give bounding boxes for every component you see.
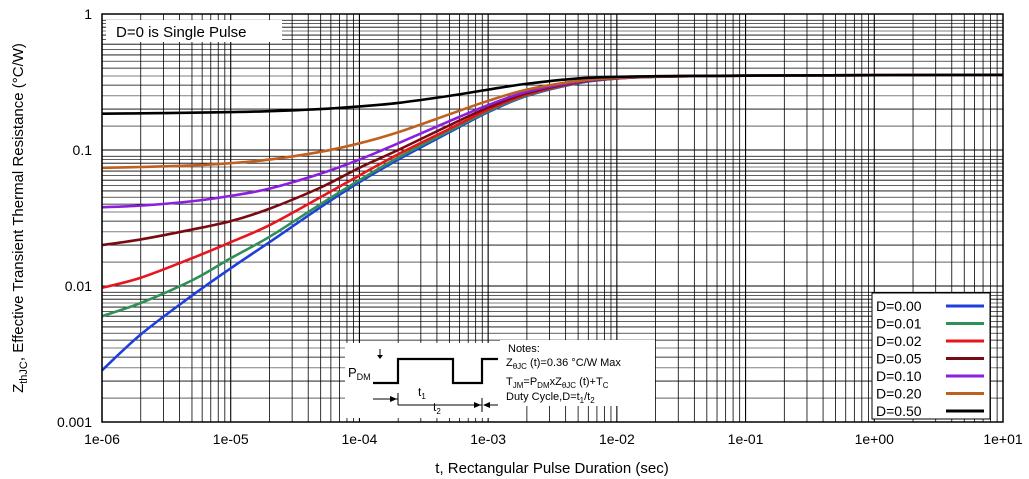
notes-tjm-a: T	[506, 376, 513, 388]
x-tick-labels: 1e-06 1e-05 1e-04 1e-03 1e-02 1e-01 1e+00 1e+01	[84, 431, 1023, 447]
plot-frame	[101, 13, 1004, 423]
notes-z-sub: θJC	[513, 362, 527, 371]
t2-arrow-head-right	[474, 402, 481, 408]
notes-bg	[500, 340, 655, 406]
series-line	[101, 73, 1004, 115]
legend-box	[871, 292, 991, 420]
y-axis-title-rest: , Effective Transient Thermal Resistance…	[10, 43, 27, 361]
pdm-arrow-head-down	[377, 355, 383, 359]
legend-label: D=0.10	[876, 368, 922, 384]
t1-arrow-head	[390, 396, 397, 402]
notes-tjm-b-sub: DM	[537, 381, 550, 390]
notes-z: Z	[506, 357, 513, 369]
pulse-waveform	[373, 357, 498, 385]
annotation-box	[106, 20, 282, 42]
t1-label: t1	[418, 385, 426, 401]
series-line	[101, 73, 1004, 372]
legend-label: D=0.50	[876, 403, 922, 419]
notes-tjm-c-sub: θJC	[562, 381, 576, 390]
legend: D=0.00 D=0.01D=0.02 D=0.05D=0.10 D=0.20D=0.…	[871, 292, 991, 420]
x-axis-title: t, Rectangular Pulse Duration (sec)	[435, 460, 668, 477]
y-axis-title-sub: thJC	[18, 361, 30, 384]
x-tick-label: 1e+01	[983, 431, 1023, 447]
legend-label: D=0.02	[876, 333, 922, 349]
x-tick-label: 1e-02	[599, 431, 635, 447]
x-tick-label: 1e-04	[342, 431, 378, 447]
notes-line-zthjc: ZθJC (t)=0.36 °C/W Max	[506, 357, 621, 371]
notes-line-duty: Duty Cycle,D=t1/t2	[506, 391, 595, 405]
notes-duty-sub1: 1	[580, 396, 585, 405]
y-tick-label: 0.1	[73, 142, 93, 158]
y-tick-label: 1	[84, 6, 92, 22]
t2-label-t: t	[433, 400, 437, 414]
x-tick-label: 1e+00	[855, 431, 895, 447]
notes-duty-a: Duty Cycle,D=t	[506, 391, 580, 403]
x-tick-label: 1e-05	[213, 431, 249, 447]
t2-label: t2	[433, 400, 441, 416]
notes-duty-sub2: 2	[590, 396, 595, 405]
t2-arrow-head-left	[483, 402, 490, 408]
pdm-label: PDM	[348, 365, 371, 382]
single-pulse-annotation: D=0 is Single Pulse	[116, 24, 247, 41]
pdm-label-sub: DM	[357, 372, 371, 382]
curve-group	[101, 73, 1004, 372]
notes-heading: Notes:	[508, 343, 540, 355]
t2-label-sub: 2	[436, 407, 441, 416]
notes-duty-mid: /t	[584, 391, 590, 403]
series-line	[101, 73, 1004, 247]
pulse-diagram: PDM t1 t2	[345, 343, 500, 418]
x-tick-label: 1e-01	[728, 431, 764, 447]
t1-label-sub: 1	[421, 392, 426, 401]
y-axis-title: ZthJC, Effective Transient Thermal Resis…	[10, 43, 30, 393]
notes-line-tjm: TJM=PDMxZθJC (t)+TC	[506, 376, 609, 390]
legend-label: D=0.20	[876, 386, 922, 402]
legend-label: D=0.00	[876, 298, 922, 314]
y-tick-label: 0.01	[65, 278, 92, 294]
x-tick-label: 1e-06	[84, 431, 120, 447]
legend-label: D=0.01	[876, 316, 922, 332]
notes-tjm-a-sub: JM	[513, 381, 524, 390]
y-tick-label: 0.001	[57, 414, 92, 430]
pdm-label-p: P	[348, 365, 357, 380]
notes-tjm-b: =P	[523, 376, 537, 388]
notes-z-rest: (t)=0.36 °C/W Max	[527, 357, 621, 369]
t1-label-t: t	[418, 385, 422, 399]
x-tick-label: 1e-03	[470, 431, 506, 447]
series-line	[101, 73, 1004, 209]
notes-block: Notes: ZθJC (t)=0.36 °C/W Max TJM=PDMxZθ…	[500, 340, 655, 406]
y-axis-title-z: Z	[10, 384, 27, 393]
notes-tjm-d-sub: C	[603, 381, 609, 390]
legend-label: D=0.05	[876, 351, 922, 367]
y-tick-labels: 0.001 0.01 0.1 1	[57, 6, 92, 430]
notes-tjm-c: xZ	[550, 376, 563, 388]
notes-tjm-d: (t)+T	[576, 376, 603, 388]
